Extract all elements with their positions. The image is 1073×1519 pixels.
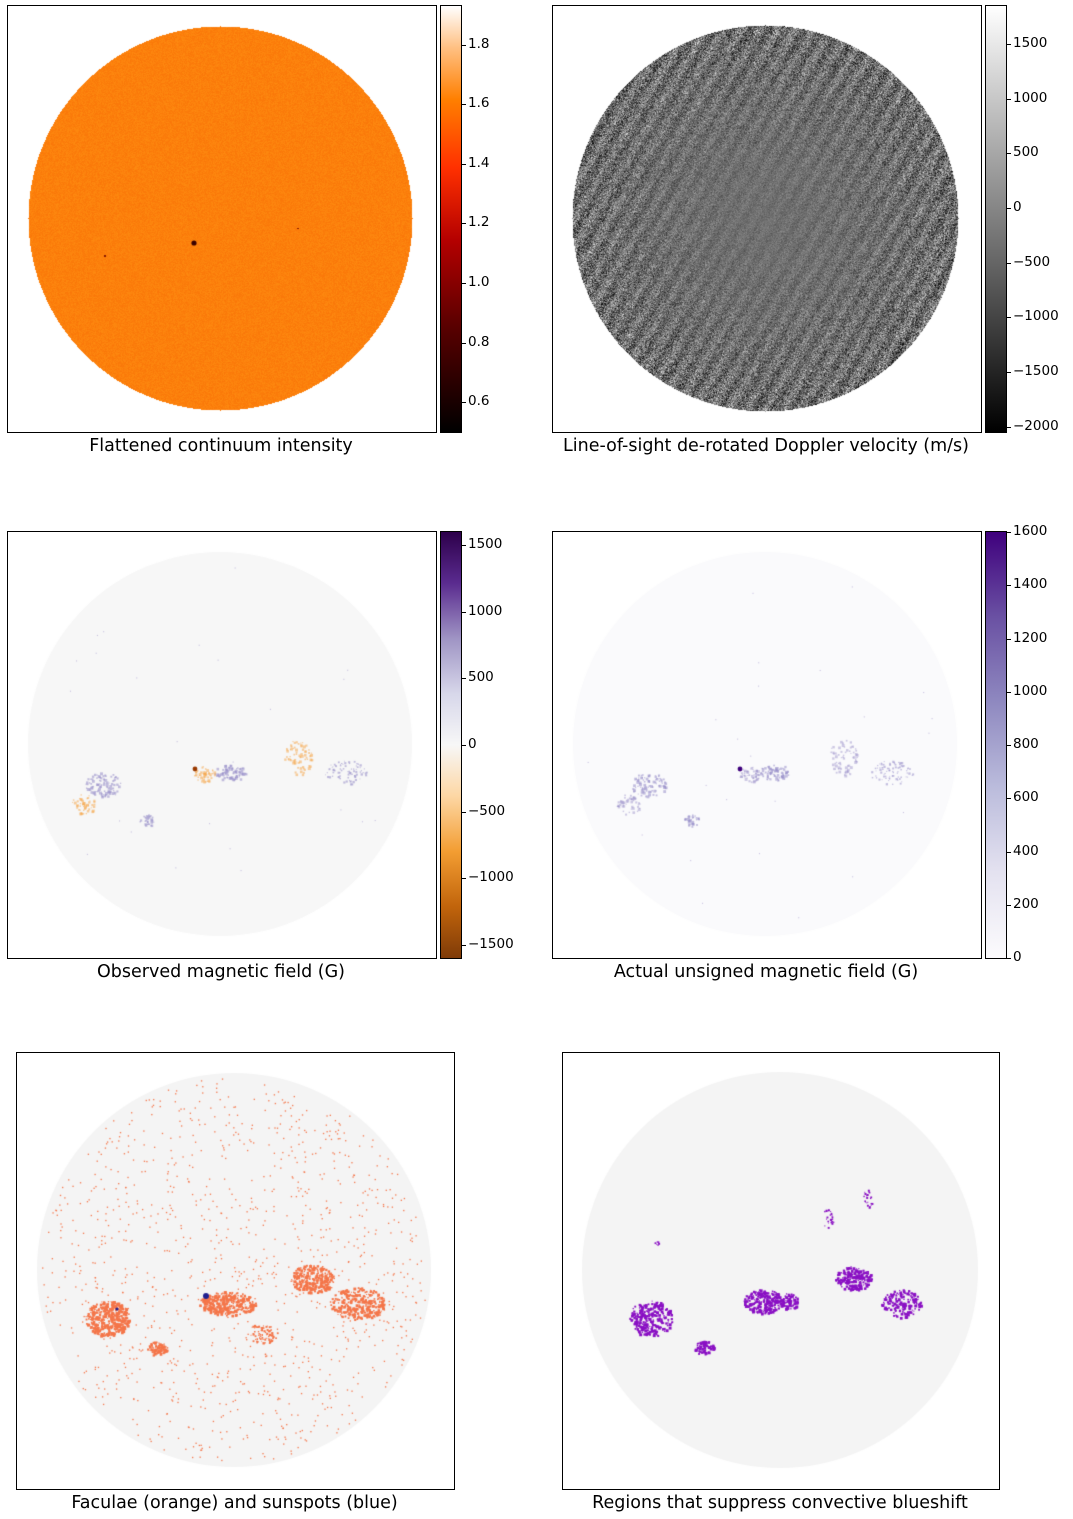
colorbar-tick-mark bbox=[462, 163, 466, 165]
unsigned-field-image-frame bbox=[552, 531, 982, 959]
colorbar-tick-mark bbox=[462, 545, 466, 547]
colorbar-tick-mark bbox=[462, 342, 466, 344]
unsigned-field-solar-disk-image bbox=[553, 532, 981, 958]
faculae-sunspots-solar-disk-image bbox=[17, 1053, 454, 1489]
colorbar-tick-mark bbox=[1007, 153, 1011, 155]
colorbar-tick-mark bbox=[1007, 745, 1011, 746]
doppler-solar-disk-image bbox=[553, 6, 981, 432]
observed-field-caption: Observed magnetic field (G) bbox=[97, 962, 345, 982]
continuum-image-frame bbox=[7, 5, 437, 433]
colorbar-tick-mark bbox=[462, 944, 466, 946]
colorbar-tick-label: 600 bbox=[1013, 789, 1039, 806]
colorbar-tick-mark bbox=[1007, 851, 1011, 853]
suppression-regions-caption: Regions that suppress convective blueshi… bbox=[592, 1493, 968, 1513]
doppler-caption: Line-of-sight de-rotated Doppler velocit… bbox=[563, 436, 969, 456]
observed-field-colorbar bbox=[440, 531, 462, 959]
colorbar-tick-mark bbox=[1007, 426, 1011, 428]
colorbar-tick-label: −1000 bbox=[468, 869, 514, 886]
colorbar-tick-mark bbox=[462, 223, 466, 225]
colorbar-tick-mark bbox=[462, 402, 466, 404]
colorbar-tick-mark bbox=[462, 283, 466, 285]
colorbar-tick-mark bbox=[1007, 638, 1011, 640]
colorbar-tick-mark bbox=[1007, 371, 1011, 373]
colorbar-tick-mark bbox=[1007, 904, 1011, 906]
observed-field-image-frame bbox=[7, 531, 437, 959]
colorbar-tick-label: 0.6 bbox=[468, 393, 490, 410]
colorbar-tick-mark bbox=[1007, 44, 1011, 46]
continuum-caption: Flattened continuum intensity bbox=[89, 436, 353, 456]
colorbar-tick-label: −500 bbox=[468, 802, 506, 819]
faculae-sunspots-image-frame bbox=[16, 1052, 455, 1490]
colorbar-tick-label: −500 bbox=[1013, 253, 1051, 270]
colorbar-tick-label: 1.0 bbox=[468, 274, 490, 291]
colorbar-tick-mark bbox=[1007, 98, 1011, 100]
faculae-sunspots-caption: Faculae (orange) and sunspots (blue) bbox=[71, 1493, 398, 1513]
colorbar-tick-mark bbox=[462, 678, 466, 680]
colorbar-tick-label: 500 bbox=[468, 669, 494, 686]
colorbar-tick-mark bbox=[462, 104, 466, 106]
colorbar-tick-label: 0 bbox=[468, 736, 477, 752]
colorbar-tick-label: 500 bbox=[1013, 144, 1039, 161]
unsigned-field-colorbar bbox=[985, 531, 1007, 959]
colorbar-tick-mark bbox=[1007, 691, 1011, 693]
colorbar-tick-mark bbox=[462, 745, 466, 746]
colorbar-tick-mark bbox=[1007, 262, 1011, 264]
colorbar-tick-label: 1000 bbox=[468, 602, 503, 619]
colorbar-tick-label: 1.4 bbox=[468, 154, 490, 171]
colorbar-tick-label: 1000 bbox=[1013, 682, 1048, 699]
observed-field-solar-disk-image bbox=[8, 532, 436, 958]
colorbar-tick-mark bbox=[462, 811, 466, 813]
colorbar-tick-label: 0 bbox=[1013, 949, 1022, 965]
colorbar-tick-mark bbox=[1007, 585, 1011, 587]
colorbar-tick-label: 1500 bbox=[1013, 35, 1048, 52]
colorbar-tick-label: 400 bbox=[1013, 842, 1039, 859]
colorbar-tick-label: −1500 bbox=[468, 935, 514, 952]
suppression-regions-image-frame bbox=[562, 1052, 1000, 1490]
colorbar-tick-label: −2000 bbox=[1013, 417, 1059, 434]
colorbar-tick-mark bbox=[1007, 208, 1011, 210]
colorbar-tick-mark bbox=[1007, 317, 1011, 319]
colorbar-tick-label: 1.2 bbox=[468, 214, 490, 231]
colorbar-tick-mark bbox=[462, 611, 466, 613]
unsigned-field-caption: Actual unsigned magnetic field (G) bbox=[613, 962, 919, 982]
colorbar-tick-label: 0 bbox=[1013, 199, 1022, 216]
continuum-colorbar bbox=[440, 5, 462, 433]
colorbar-tick-label: 1200 bbox=[1013, 629, 1048, 646]
colorbar-tick-label: 1.8 bbox=[468, 35, 490, 52]
doppler-image-frame bbox=[552, 5, 982, 433]
colorbar-tick-label: 1500 bbox=[468, 536, 503, 553]
continuum-solar-disk-image bbox=[8, 6, 436, 432]
colorbar-tick-label: 1.6 bbox=[468, 95, 490, 112]
colorbar-tick-label: 1400 bbox=[1013, 576, 1048, 593]
colorbar-tick-mark bbox=[1007, 798, 1011, 800]
doppler-colorbar bbox=[985, 5, 1007, 433]
colorbar-tick-label: 1000 bbox=[1013, 89, 1048, 106]
colorbar-tick-label: 200 bbox=[1013, 895, 1039, 912]
colorbar-tick-mark bbox=[1007, 532, 1011, 533]
suppression-regions-solar-disk-image bbox=[563, 1053, 999, 1489]
colorbar-tick-mark bbox=[462, 44, 466, 46]
colorbar-tick-label: 800 bbox=[1013, 736, 1039, 752]
colorbar-tick-label: 0.8 bbox=[468, 333, 490, 350]
colorbar-tick-mark bbox=[462, 878, 466, 880]
colorbar-tick-label: 1600 bbox=[1013, 523, 1048, 539]
colorbar-tick-mark bbox=[1007, 958, 1011, 959]
colorbar-tick-label: −1500 bbox=[1013, 362, 1059, 379]
colorbar-tick-label: −1000 bbox=[1013, 308, 1059, 325]
